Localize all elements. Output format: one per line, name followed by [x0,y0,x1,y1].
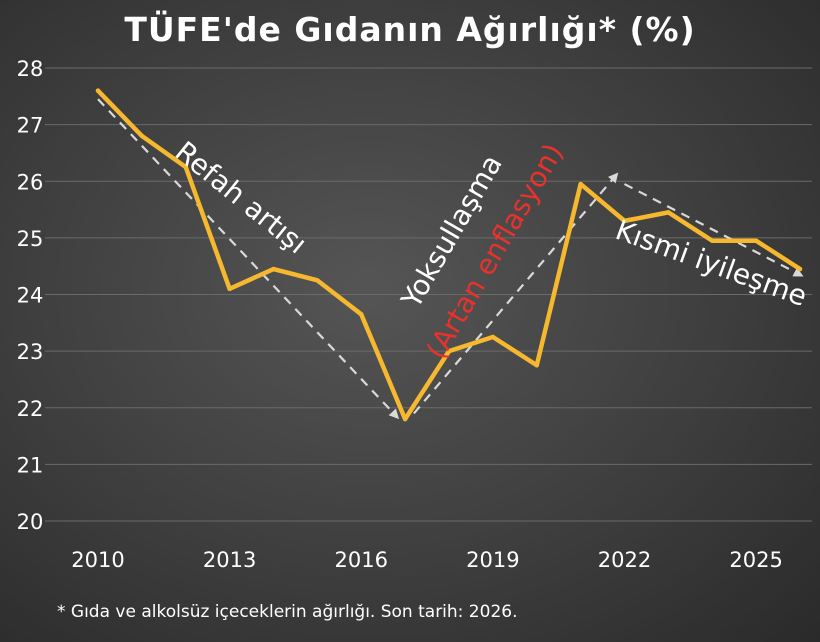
x-tick-label: 2019 [466,548,519,572]
data-point [359,312,364,317]
trend-arrow [623,183,804,277]
y-axis-ticks: 20 21 22 23 24 25 26 27 28 [17,57,44,534]
x-axis-ticks: 2010 2013 2016 2019 2022 2025 [71,548,783,572]
y-tick-label: 20 [17,510,44,534]
footnote: * Gıda ve alkolsüz içeceklerin ağırlığı.… [57,602,518,622]
data-point [227,286,232,292]
y-tick-label: 22 [17,397,44,421]
annotations: Refah artışı Yoksullaşma (Artan enflasyo… [169,135,811,365]
y-tick-label: 21 [17,453,44,477]
trend-arrow [97,98,400,420]
x-tick-label: 2025 [729,548,782,572]
data-point [622,218,627,224]
trend-arrows [97,98,804,420]
x-tick-label: 2013 [203,548,256,572]
y-tick-label: 23 [17,340,44,364]
x-tick-label: 2022 [598,548,651,572]
chart-title: TÜFE'de Gıdanın Ağırlığı* (%) [124,10,696,49]
data-point [446,348,452,354]
data-point [666,210,671,215]
trend-arrow [413,172,619,415]
gridlines [45,67,812,522]
y-tick-label: 28 [17,57,44,81]
data-point [183,164,188,170]
data-point [139,133,145,139]
x-tick-label: 2016 [335,548,388,572]
x-tick-label: 2010 [71,548,124,572]
series-lines [95,88,803,422]
data-point [402,416,408,422]
data-point [315,278,320,283]
y-tick-label: 26 [17,170,44,194]
data-point [710,238,715,243]
y-tick-label: 24 [17,284,44,308]
y-tick-label: 27 [17,114,44,138]
data-point [95,88,101,93]
data-point [753,238,759,243]
data-point [490,334,496,340]
y-tick-label: 25 [17,227,44,251]
data-point [534,363,539,368]
data-point [578,181,583,187]
data-point [797,266,803,272]
data-point [271,266,276,272]
